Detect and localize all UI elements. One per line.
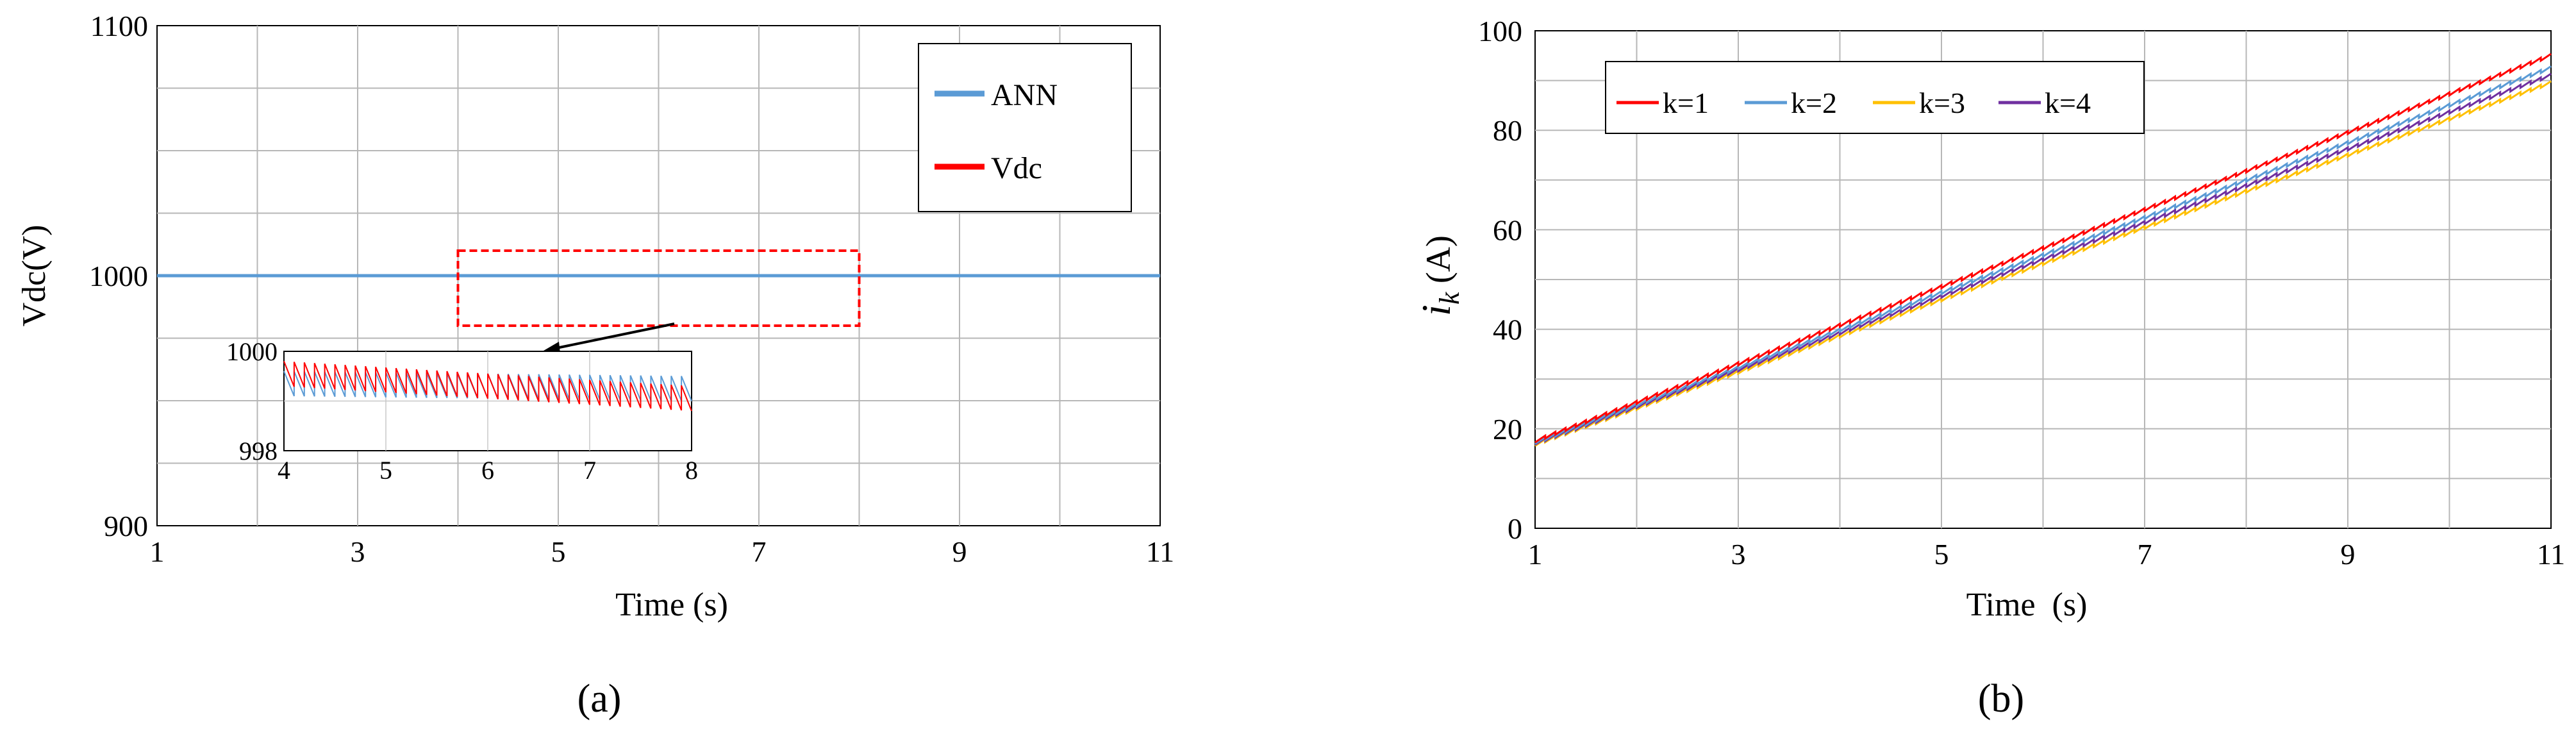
chart-b-series [1534,53,2552,447]
chart-a-legend-box [918,43,1132,212]
x-tick-label: 3 [351,535,365,568]
chart-b-y-axis-unit: (A) [1419,235,1458,283]
x-tick-label: 1 [1528,538,1543,571]
x-tick-label: 11 [2537,538,2565,571]
chart-a-inset-series [283,361,692,412]
chart-a-legend-label-vdc: Vdc [991,151,1042,185]
chart-b-x-axis-label: Time (s) [1966,587,2088,623]
chart-a-zoom-arrowhead [544,342,560,353]
x-tick-label: 7 [752,535,767,568]
x-tick-label: 7 [2138,538,2152,571]
y-tick-label: 20 [1493,413,1522,446]
chart-a-zoom-arrow [549,322,675,351]
y-tick-label: 40 [1493,314,1522,346]
y-tick-label: 1100 [90,10,148,42]
chart-a-x-tick-labels: 1 3 5 7 9 11 [150,535,1175,568]
chart-a-legend-label-ann: ANN [991,78,1058,112]
inset-x-tick-label: 8 [685,456,698,485]
chart-b-panel-label: (b) [1978,677,2024,721]
chart-b-x-tick-labels: 1 3 5 7 9 11 [1528,538,2566,571]
chart-a-zoom-region [456,249,861,327]
y-tick-label: 80 [1493,114,1522,147]
chart-a-x-axis-label: Time (s) [615,587,728,623]
inset-series-vdc [283,361,692,412]
chart-b-legend-label-k2: k=2 [1791,87,1837,119]
series-line-k1 [1534,53,2552,444]
chart-b: 0 20 40 60 80 100 1 3 5 7 9 11 k=1 k=2 k=3 k=4 ik … [1413,15,2565,721]
x-tick-label: 5 [1934,538,1949,571]
inset-x-tick-label: 4 [278,456,290,485]
chart-a-y-axis-label: Vdc(V) [16,225,53,327]
x-tick-label: 5 [551,535,566,568]
chart-b-y-axis-label: ik (A) [1413,235,1465,316]
chart-b-legend-label-k1: k=1 [1663,87,1709,119]
chart-a-inset-y-tick-labels: 998 1000 [226,337,278,465]
y-tick-label: 0 [1508,512,1522,545]
inset-x-tick-label: 5 [379,456,392,485]
y-tick-label: 900 [104,510,148,542]
chart-a-y-tick-labels: 900 1000 1100 [89,10,148,542]
y-tick-label: 60 [1493,213,1522,246]
inset-y-tick-label: 998 [239,437,278,465]
chart-b-y-axis-subscript: k [1434,291,1465,305]
inset-x-tick-label: 6 [481,456,494,485]
inset-y-tick-label: 1000 [226,337,278,366]
chart-a-panel-label: (a) [578,677,622,721]
chart-b-legend-label-k4: k=4 [2045,87,2091,119]
inset-x-tick-label: 7 [583,456,596,485]
x-tick-label: 9 [952,535,967,568]
x-tick-label: 11 [1146,535,1174,568]
chart-a-legend: ANN Vdc [918,43,1132,212]
chart-a: 900 1000 1100 1 3 5 7 9 11 998 1000 4 5 6 7 8 ANN Vd… [16,10,1174,721]
chart-b-y-axis-symbol: i [1413,305,1459,316]
chart-a-inset-x-tick-labels: 4 5 6 7 8 [278,456,698,485]
chart-b-legend-label-k3: k=3 [1919,87,1965,119]
y-tick-label: 100 [1478,15,1522,47]
chart-b-y-tick-labels: 0 20 40 60 80 100 [1478,15,1522,545]
chart-b-legend: k=1 k=2 k=3 k=4 [1605,61,2145,134]
x-tick-label: 9 [2341,538,2356,571]
x-tick-label: 3 [1731,538,1746,571]
chart-a-inset: 998 1000 4 5 6 7 8 [226,337,698,485]
chart-b-legend-box [1605,61,2145,134]
x-tick-label: 1 [150,535,165,568]
y-tick-label: 1000 [89,260,148,292]
